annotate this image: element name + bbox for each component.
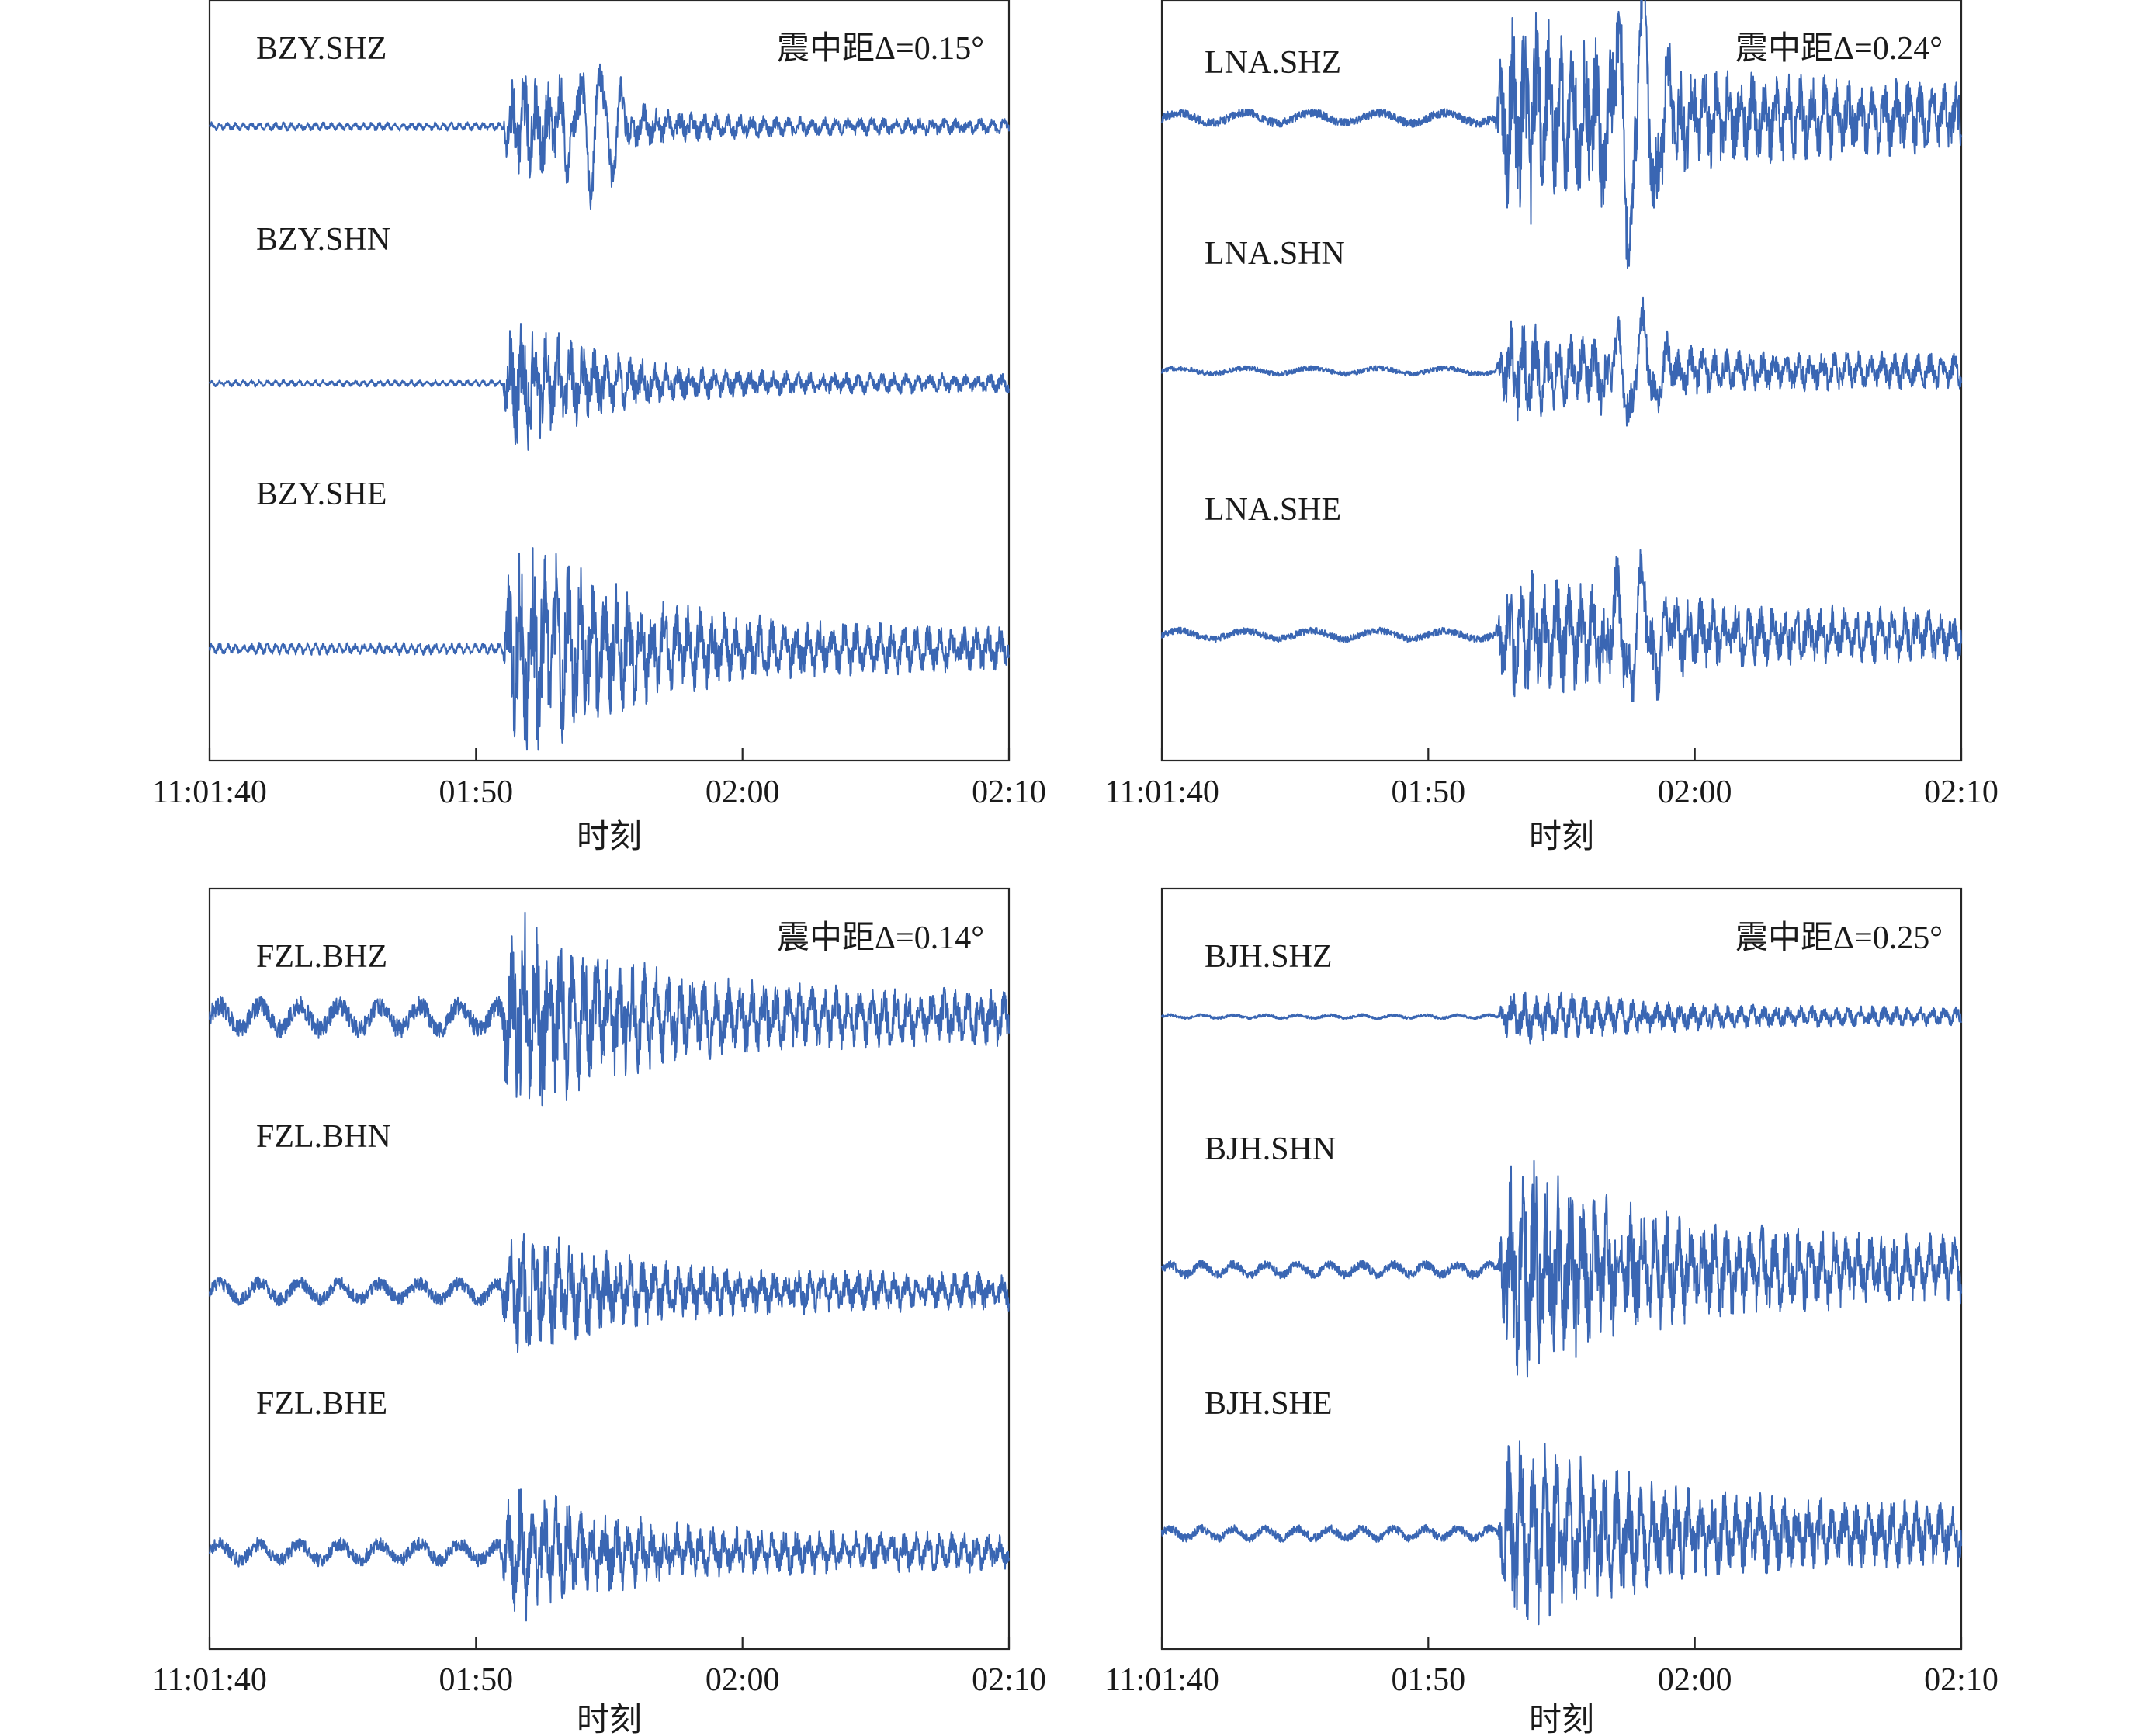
trace-bjh-she	[1161, 1440, 1962, 1626]
trace-bzy-she	[209, 547, 1010, 751]
x-tick-label: 02:00	[705, 774, 780, 810]
trace-bzy-shn	[209, 323, 1010, 451]
x-tick-label: 02:00	[705, 1662, 780, 1698]
trace-lna-shn	[1161, 296, 1962, 427]
distance-label: 震中距Δ=0.24°	[1735, 31, 1943, 67]
x-tick-label: 11:01:40	[1104, 1662, 1219, 1698]
channel-label-bjh-shn: BJH.SHN	[1205, 1131, 1336, 1167]
x-tick-label: 01:50	[1391, 774, 1465, 810]
channel-label-lna-shn: LNA.SHN	[1205, 236, 1345, 272]
x-tick-label: 01:50	[1391, 1662, 1465, 1698]
distance-label: 震中距Δ=0.14°	[777, 920, 984, 956]
x-tick-label: 01:50	[439, 774, 513, 810]
channel-label-fzl-bhn: FZL.BHN	[256, 1119, 391, 1155]
trace-bjh-shz	[1161, 991, 1962, 1045]
x-tick-label: 02:10	[972, 774, 1046, 810]
distance-label: 震中距Δ=0.15°	[777, 31, 984, 67]
panel-bjh: BJH.SHZ BJH.SHN BJH.SHE 震中距Δ=0.25° 11:01…	[1104, 887, 1999, 1736]
trace-bjh-shn	[1161, 1159, 1962, 1378]
x-tick-label: 11:01:40	[152, 1662, 267, 1698]
x-axis-title: 时刻	[1529, 1703, 1594, 1736]
panel-frame	[208, 887, 1011, 1651]
channel-label-lna-she: LNA.SHE	[1205, 492, 1341, 528]
channel-label-fzl-bhz: FZL.BHZ	[256, 939, 387, 975]
distance-label: 震中距Δ=0.25°	[1735, 920, 1943, 956]
trace-fzl-bhn	[209, 1232, 1010, 1353]
x-tick-label: 01:50	[439, 1662, 513, 1698]
x-tick-label: 02:00	[1658, 1662, 1732, 1698]
trace-lna-shz	[1161, 0, 1962, 269]
trace-lna-she	[1161, 549, 1962, 702]
x-tick-label: 02:10	[972, 1662, 1046, 1698]
channel-label-bzy-shn: BZY.SHN	[256, 222, 390, 258]
channel-label-bjh-shz: BJH.SHZ	[1205, 939, 1333, 975]
x-tick-label: 02:10	[1924, 774, 1999, 810]
x-tick-label: 02:00	[1658, 774, 1732, 810]
panel-lna: LNA.SHZ LNA.SHN LNA.SHE 震中距Δ=0.24° 11:01…	[1104, 0, 1999, 855]
trace-fzl-bhe	[209, 1488, 1010, 1622]
x-tick-label: 11:01:40	[1104, 774, 1219, 810]
x-axis-title: 时刻	[577, 819, 642, 855]
x-tick-label: 11:01:40	[152, 774, 267, 810]
channel-label-bzy-she: BZY.SHE	[256, 476, 387, 512]
panel-frame	[208, 0, 1011, 762]
x-tick-label: 02:10	[1924, 1662, 1999, 1698]
x-axis-title: 时刻	[577, 1703, 642, 1736]
channel-label-bzy-shz: BZY.SHZ	[256, 31, 387, 67]
panel-bzy: BZY.SHZ BZY.SHN BZY.SHE 震中距Δ=0.15° 11:01…	[152, 0, 1046, 855]
channel-label-bjh-she: BJH.SHE	[1205, 1386, 1333, 1422]
channel-label-lna-shz: LNA.SHZ	[1205, 45, 1341, 81]
panel-fzl: FZL.BHZ FZL.BHN FZL.BHE 震中距Δ=0.14° 11:01…	[152, 887, 1046, 1736]
trace-fzl-bhz	[209, 911, 1010, 1107]
channel-label-fzl-bhe: FZL.BHE	[256, 1386, 387, 1422]
x-axis-title: 时刻	[1529, 819, 1594, 855]
trace-bzy-shz	[209, 63, 1010, 210]
